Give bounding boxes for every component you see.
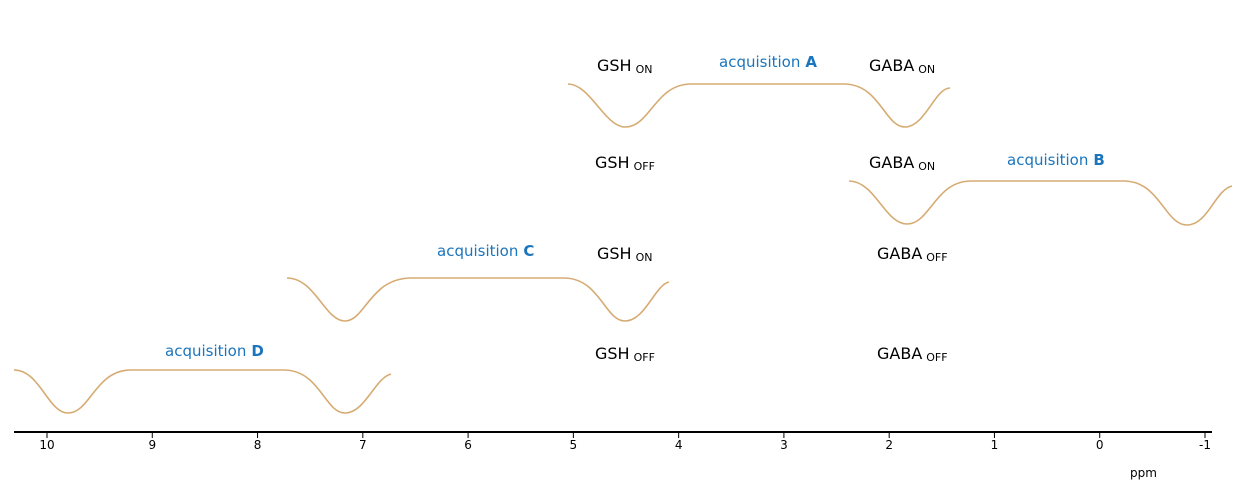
axis-tick-label: -1	[1199, 438, 1211, 452]
axis-tick-label: 6	[464, 438, 472, 452]
acq-a-gsh-label: GSH ON	[597, 56, 652, 76]
axis-tick-label: 5	[570, 438, 578, 452]
axis-tick-label: 10	[39, 438, 54, 452]
acquisition-d-pulse	[13, 369, 392, 414]
axis-tick-label: 7	[359, 438, 367, 452]
axis-tick-label: 8	[254, 438, 262, 452]
ppm-axis: 10 9 8 7 6 5 4 3 2 1 0 -1 ppm	[14, 431, 1212, 480]
acq-d-gsh-label: GSH OFF	[595, 344, 655, 364]
acq-a-gaba-label: GABA ON	[869, 56, 935, 76]
acquisition-c-pulse	[286, 277, 670, 322]
acquisition-c-row: GSH ON GABA OFF acquisition C	[286, 242, 948, 322]
axis-tick-label: 1	[991, 438, 999, 452]
axis-tick-label: 9	[148, 438, 156, 452]
axis-tick-label: 3	[780, 438, 788, 452]
acquisition-a-pulse	[567, 83, 951, 128]
acquisition-a-label: acquisition A	[719, 53, 817, 71]
acquisition-b-pulse	[848, 180, 1233, 226]
axis-ticks: 10 9 8 7 6 5 4 3 2 1 0 -1	[39, 432, 1211, 452]
axis-tick-label: 0	[1096, 438, 1104, 452]
axis-unit-label: ppm	[1130, 466, 1157, 480]
acquisition-b-row: GSH OFF GABA ON acquisition B	[595, 151, 1233, 226]
acquisition-d-label: acquisition D	[165, 342, 264, 360]
acquisition-b-label: acquisition B	[1007, 151, 1105, 169]
acquisition-d-row: GSH OFF GABA OFF acquisition D	[13, 342, 948, 414]
acquisition-c-label: acquisition C	[437, 242, 534, 260]
axis-tick-label: 2	[885, 438, 893, 452]
acq-b-gsh-label: GSH OFF	[595, 153, 655, 173]
acq-d-gaba-label: GABA OFF	[877, 344, 948, 364]
acq-c-gaba-label: GABA OFF	[877, 244, 948, 264]
acq-b-gaba-label: GABA ON	[869, 153, 935, 173]
acq-c-gsh-label: GSH ON	[597, 244, 652, 264]
acquisition-a-row: GSH ON GABA ON acquisition A	[567, 53, 951, 128]
axis-tick-label: 4	[675, 438, 683, 452]
